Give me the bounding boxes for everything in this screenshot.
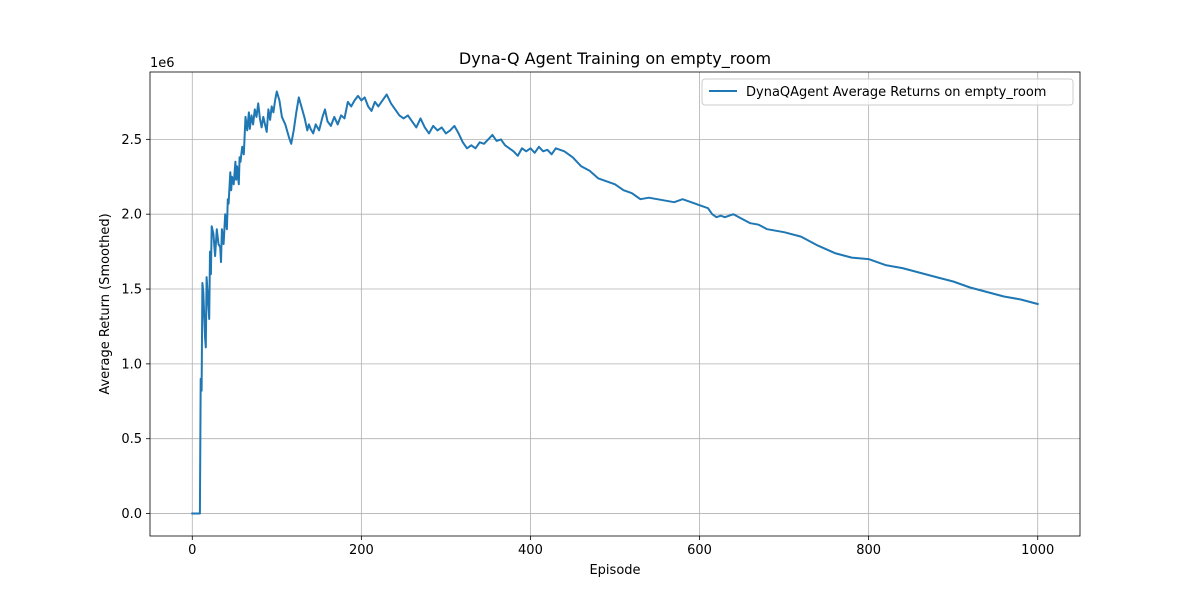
y-tick-label: 0.0 xyxy=(121,507,142,522)
y-tick-label: 2.0 xyxy=(121,208,142,223)
x-tick-label: 400 xyxy=(518,543,543,558)
series-line xyxy=(191,90,1039,515)
y-tick-label: 1.0 xyxy=(121,357,142,372)
x-axis-label: Episode xyxy=(589,563,640,578)
x-tick-label: 200 xyxy=(349,543,374,558)
plot-area-background xyxy=(150,72,1080,536)
x-tick-label: 800 xyxy=(856,543,881,558)
plot-frame xyxy=(149,71,1081,537)
x-axis-ticks: 0 200 400 600 800 1000 xyxy=(188,536,1054,558)
x-tick-label: 0 xyxy=(188,543,196,558)
series-layer xyxy=(191,90,1039,515)
x-tick-label: 600 xyxy=(687,543,712,558)
y-axis-ticks: 0.0 0.5 1.0 1.5 2.0 2.5 xyxy=(121,133,150,522)
legend-label: DynaQAgent Average Returns on empty_room xyxy=(746,85,1046,100)
y-axis-offset-label: 1e6 xyxy=(150,56,175,71)
y-axis-label: Average Return (Smoothed) xyxy=(98,213,113,394)
y-tick-label: 2.5 xyxy=(121,133,142,148)
x-tick-label: 1000 xyxy=(1021,543,1054,558)
legend-box xyxy=(701,78,1074,106)
chart-title: Dyna-Q Agent Training on empty_room xyxy=(459,49,771,69)
legend: DynaQAgent Average Returns on empty_room xyxy=(701,78,1074,106)
y-tick-label: 0.5 xyxy=(121,432,142,447)
y-tick-label: 1.5 xyxy=(121,283,142,298)
grid xyxy=(150,72,1080,536)
